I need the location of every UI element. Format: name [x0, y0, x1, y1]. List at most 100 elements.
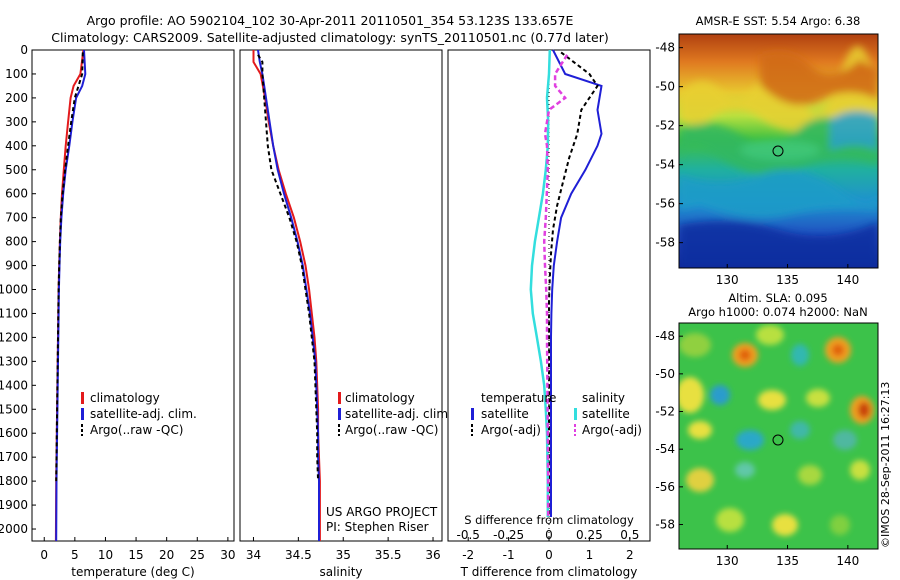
depth-tick-label: 400	[5, 139, 28, 153]
legend-label-t-argo: Argo(-adj)	[481, 423, 541, 437]
lon-tick-label: 135	[776, 273, 799, 287]
depth-tick-label: 900	[5, 259, 28, 273]
sst-map-lon-ticks: 130 135 140	[716, 264, 859, 287]
imos-watermark: ©IMOS 28-Sep-2011 16:27:13	[879, 382, 892, 548]
depth-tick-label: 1300	[0, 354, 28, 368]
sst-map: AMSR-E SST: 5.54 Argo: 6.38 -48 -50 -52 -54…	[655, 14, 879, 287]
x-tick-label: -1	[503, 548, 515, 562]
depth-tick-label: 1400	[0, 378, 28, 392]
temperature-panel: 0 5 10 15 20 25 30 0 100 200 300 400 500 600 700 800 90…	[0, 43, 236, 579]
sla-map-title2: Argo h1000: 0.074 h2000: NaN	[688, 305, 867, 319]
depth-tick-label: 800	[5, 235, 28, 249]
depth-tick-label: 2000	[0, 522, 28, 536]
legend-swatch-climatology	[81, 392, 84, 404]
sst-map-lat-ticks: -48 -50 -52 -54 -56 -58	[655, 41, 683, 250]
figure-title-line1: Argo profile: AO 5902104_102 30-Apr-2011…	[86, 13, 574, 28]
legend-swatch-climatology	[338, 392, 341, 404]
legend-swatch-satellite	[81, 408, 84, 420]
legend-label-argo: Argo(..raw -QC)	[345, 423, 438, 437]
salinity-xlabel: salinity	[319, 565, 362, 579]
legend-label-satellite: satellite-adj. clim.	[90, 407, 197, 421]
x-tick-label: 15	[128, 548, 143, 562]
x-tick-label: 34	[246, 548, 261, 562]
lon-tick-label: 130	[716, 273, 739, 287]
x-tick-label: 0	[545, 528, 553, 542]
x-tick-label: 34.5	[285, 548, 312, 562]
depth-tick-label: 600	[5, 187, 28, 201]
sst-field	[679, 34, 878, 268]
depth-tick-label: 200	[5, 91, 28, 105]
sla-map: Altim. SLA: 0.095 Argo h1000: 0.074 h200…	[655, 291, 879, 568]
x-tick-label: 36	[425, 548, 440, 562]
lat-tick-label: -52	[655, 119, 675, 133]
sla-field	[679, 323, 878, 549]
lat-tick-label: -48	[655, 41, 675, 55]
difference-xticks: -2 -1 0 1 2 -0.5 -0.25 0 0.25 0.5	[456, 528, 639, 562]
x-tick-label: 2	[626, 548, 634, 562]
x-tick-label: 25	[190, 548, 205, 562]
lon-tick-label: 140	[836, 273, 859, 287]
series-line	[550, 49, 603, 517]
sla-map-lat-ticks: -48 -50 -52 -54 -56 -58	[655, 329, 683, 532]
series-line	[257, 54, 320, 482]
depth-tick-label: 700	[5, 211, 28, 225]
depth-tick-label: 1200	[0, 330, 28, 344]
lon-tick-label: 140	[836, 554, 859, 568]
depth-tick-label: 1800	[0, 474, 28, 488]
series-line	[529, 49, 552, 517]
lat-tick-label: -58	[655, 518, 675, 532]
lat-tick-label: -54	[655, 442, 675, 456]
depth-tick-label: 1900	[0, 498, 28, 512]
legend-label-climatology: climatology	[345, 391, 415, 405]
legend-label-t-satellite: satellite	[481, 407, 529, 421]
difference-legend: temperature satellite Argo(-adj) salinit…	[471, 391, 642, 437]
depth-tick-label: 1600	[0, 426, 28, 440]
temperature-xticks: 0 5 10 15 20 25 30	[40, 537, 236, 562]
lat-tick-label: -52	[655, 405, 675, 419]
t-difference-xlabel: T difference from climatology	[460, 565, 638, 579]
legend-title-salinity: salinity	[582, 391, 625, 405]
argo-location-marker	[772, 434, 784, 446]
legend-label-s-argo: Argo(-adj)	[582, 423, 642, 437]
legend-label-climatology: climatology	[90, 391, 160, 405]
depth-tick-label: 1100	[0, 306, 28, 320]
depth-tick-label: 0	[20, 43, 28, 57]
x-tick-label: 30	[220, 548, 235, 562]
depth-tick-label: 1700	[0, 450, 28, 464]
temperature-curves	[54, 49, 87, 542]
legend-swatch-t-satellite	[471, 408, 474, 420]
x-tick-label: 1	[586, 548, 594, 562]
figure-title-line2: Climatology: CARS2009. Satellite-adjuste…	[51, 30, 609, 45]
salinity-panel: 34 34.5 35 35.5 36 salinity climatology sate…	[239, 49, 452, 579]
sst-map-title: AMSR-E SST: 5.54 Argo: 6.38	[696, 14, 861, 28]
argo-location-marker	[772, 145, 784, 157]
lat-tick-label: -50	[655, 367, 675, 381]
depth-ticks: 0 100 200 300 400 500 600 700 800 900 1000 1100 1200…	[0, 43, 36, 536]
x-tick-label: 35.5	[375, 548, 402, 562]
x-tick-label: -2	[462, 548, 474, 562]
legend-swatch-satellite	[338, 408, 341, 420]
s-difference-label: S difference from climatology	[464, 513, 634, 527]
x-tick-label: -0.25	[493, 528, 524, 542]
lat-tick-label: -48	[655, 329, 675, 343]
legend-label-satellite: satellite-adj. clim.	[345, 407, 452, 421]
sla-map-title1: Altim. SLA: 0.095	[728, 291, 827, 305]
temperature-xlabel: temperature (deg C)	[71, 565, 194, 579]
credit-pi: PI: Stephen Riser	[326, 520, 429, 534]
legend-title-temperature: temperature	[481, 391, 556, 405]
depth-tick-label: 1000	[0, 283, 28, 297]
series-line	[542, 54, 569, 517]
x-tick-label: 35	[336, 548, 351, 562]
depth-tick-label: 300	[5, 115, 28, 129]
x-tick-label: -0.5	[456, 528, 479, 542]
salinity-legend: climatology satellite-adj. clim. Argo(..…	[338, 391, 452, 437]
x-tick-label: 20	[159, 548, 174, 562]
depth-tick-label: 1500	[0, 402, 28, 416]
x-tick-label: 0.5	[620, 528, 639, 542]
lon-tick-label: 135	[776, 554, 799, 568]
lat-tick-label: -56	[655, 197, 675, 211]
series-line	[55, 52, 84, 482]
temperature-legend: climatology satellite-adj. clim. Argo(..…	[81, 391, 197, 437]
depth-tick-label: 500	[5, 163, 28, 177]
